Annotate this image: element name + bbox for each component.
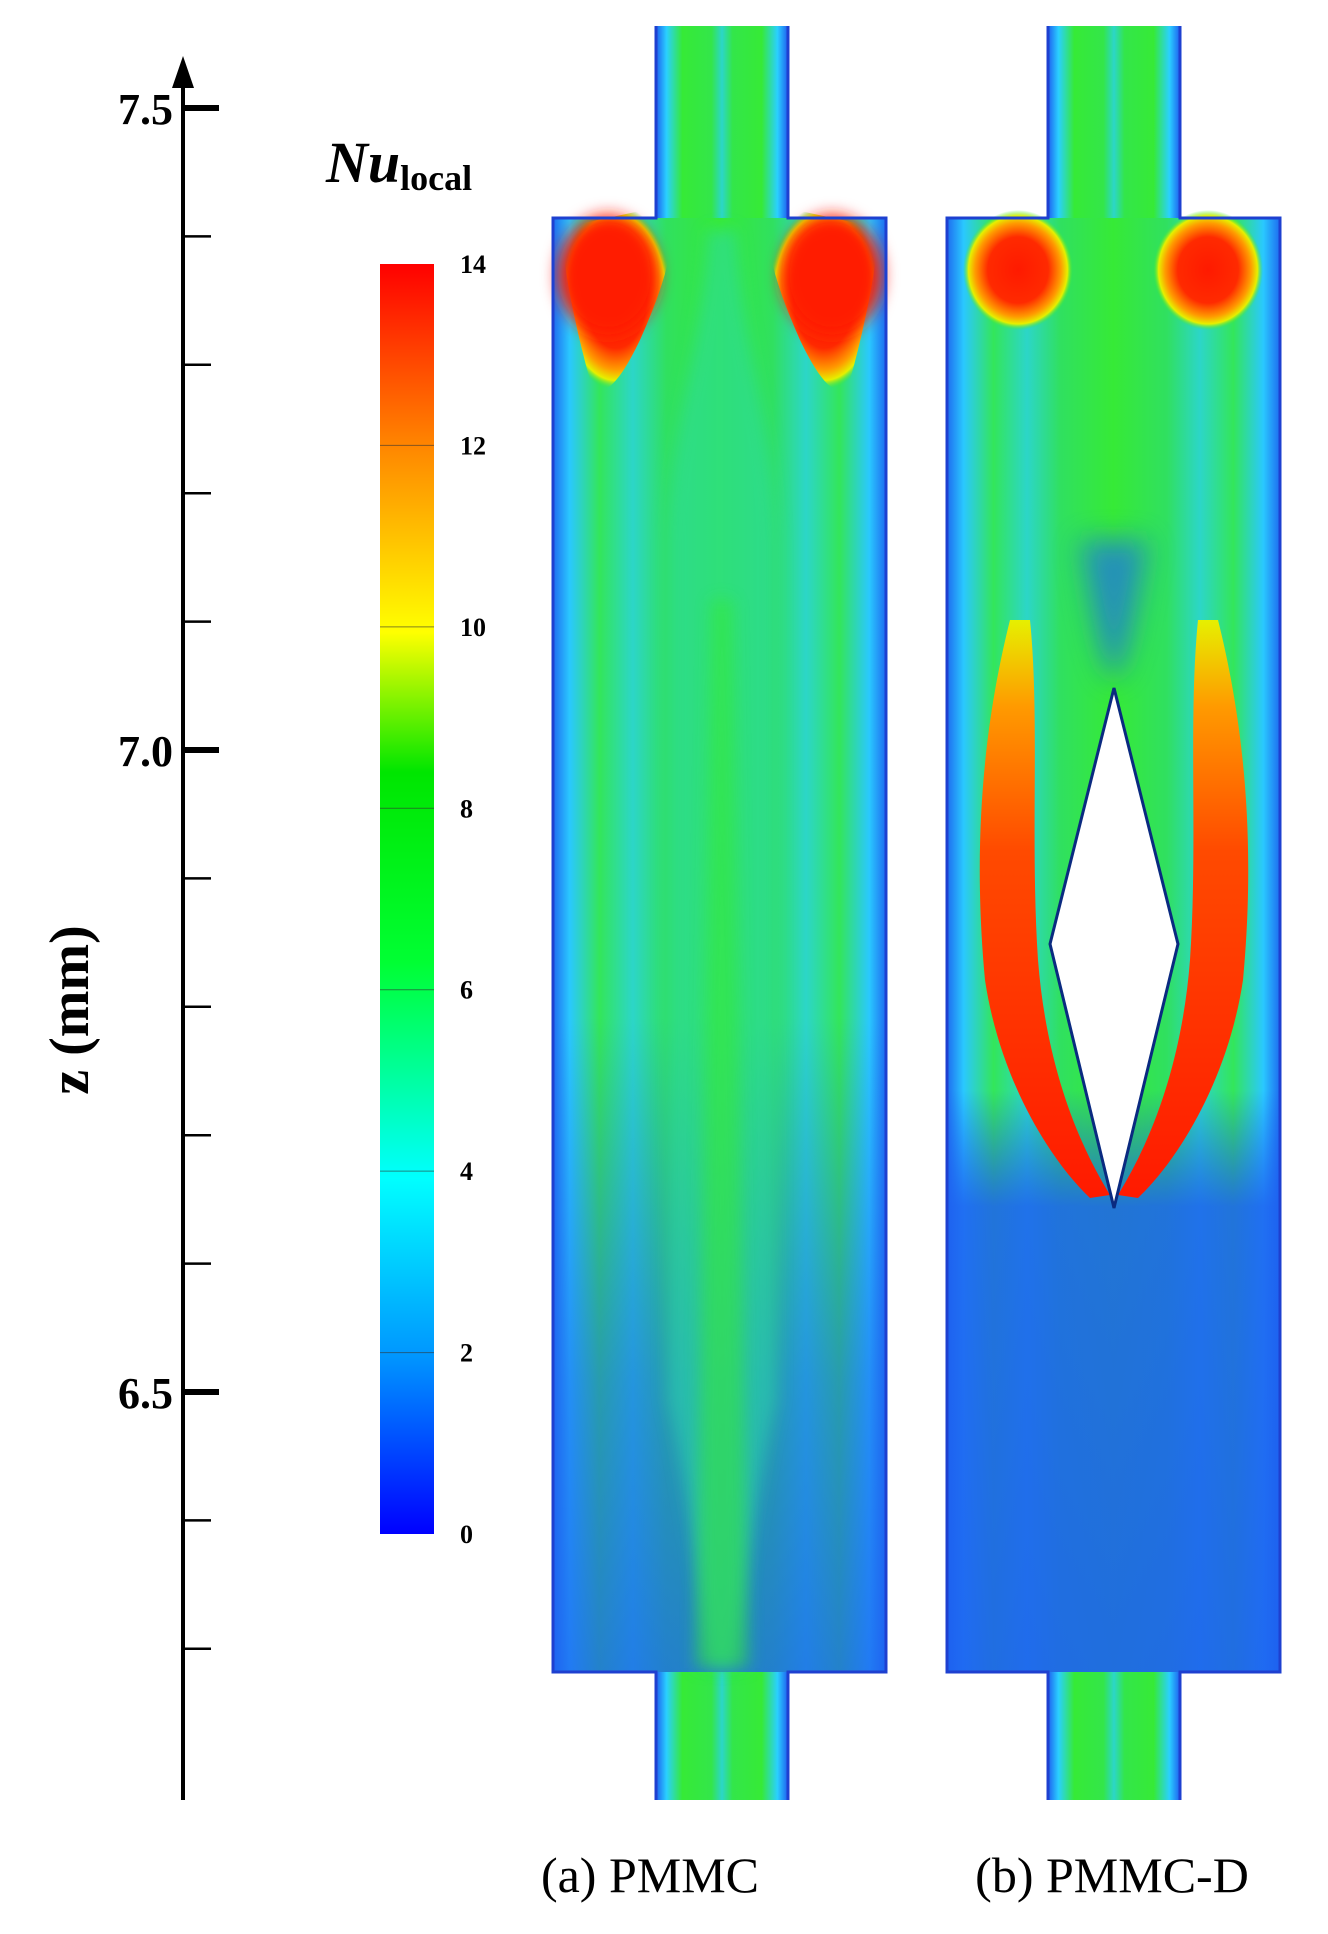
panel-b-wake-top xyxy=(1080,540,1148,680)
panel-b-caption: (b) PMMC-D xyxy=(975,1847,1249,1903)
panel-b-streak-right xyxy=(1118,620,1249,1198)
panel-b-inlet-neck xyxy=(1048,26,1180,221)
colorbar-title-main: Nu xyxy=(325,130,400,195)
panel-b-vortex-left xyxy=(963,210,1073,330)
panel-pmmc-d: (b) PMMC-D xyxy=(945,26,1282,1903)
panel-b-outline xyxy=(945,26,1282,1800)
colorbar-tick-label: 2 xyxy=(460,1339,473,1368)
panel-a-inlet-neck xyxy=(656,26,788,221)
panel-a-center-green xyxy=(696,600,748,1668)
colorbar-tick-label: 10 xyxy=(460,613,486,642)
colorbar-gradient xyxy=(380,264,434,1534)
panel-a-vortex-left-core xyxy=(558,215,658,335)
z-tick-label: 7.0 xyxy=(118,727,173,776)
panel-a-outlet-neck xyxy=(656,1668,788,1800)
panel-b-diamond xyxy=(1048,687,1180,1209)
colorbar-tick-label: 14 xyxy=(460,250,486,279)
colorbar-tick-label: 12 xyxy=(460,431,486,460)
z-axis-arrowhead xyxy=(172,56,194,88)
panel-a-caption: (a) PMMC xyxy=(541,1847,759,1903)
z-axis: 7.5 7.0 6.5 z (mm) xyxy=(39,56,219,1800)
colorbar-title: Nulocal xyxy=(325,130,472,198)
panel-b-outlet-neck xyxy=(1048,1668,1180,1800)
panel-b-streak-left xyxy=(979,620,1110,1198)
panel-b-vortex-right xyxy=(1153,210,1263,330)
colorbar-tick-label: 0 xyxy=(460,1520,473,1549)
colorbar-title-sub: local xyxy=(400,158,472,198)
panel-a-vortex-right-core xyxy=(782,215,882,335)
colorbar-tick-label: 6 xyxy=(460,976,473,1005)
colorbar: Nulocal 14 12 10 8 6 4 2 0 xyxy=(325,130,486,1549)
z-axis-title: z (mm) xyxy=(39,925,101,1094)
colorbar-tick-label: 4 xyxy=(460,1157,473,1186)
z-tick-label: 6.5 xyxy=(118,1369,173,1418)
panel-a-outline xyxy=(551,26,888,1800)
panel-pmmc: (a) PMMC xyxy=(541,26,888,1903)
colorbar-tick-label: 8 xyxy=(460,794,473,823)
z-tick-label: 7.5 xyxy=(118,85,173,134)
